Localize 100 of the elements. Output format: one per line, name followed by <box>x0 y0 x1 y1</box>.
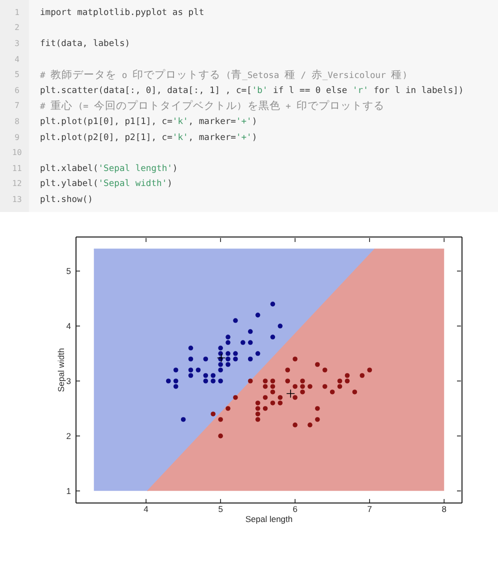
point <box>262 406 268 411</box>
text: plt.ylabel('Sepal width') <box>40 178 172 192</box>
point <box>210 373 216 378</box>
text: # 重心 (= 今回のプロトタイプベクトル) を黒色 + 印でプロットする <box>40 99 384 114</box>
point <box>218 351 223 356</box>
point <box>292 395 298 400</box>
y-axis-title: Sepal width <box>56 348 66 392</box>
x-tick-label: 7 <box>367 504 372 514</box>
point <box>233 395 238 400</box>
point <box>278 395 283 400</box>
text: plt.scatter(data[:, 0], data[:, 1] , c=['b' if l == 0 else 'r' for l in labels]) <box>40 84 464 98</box>
point <box>233 356 238 362</box>
point <box>255 412 260 416</box>
point <box>270 400 276 406</box>
point <box>218 362 223 367</box>
point <box>344 373 350 378</box>
text: plt.xlabel('Sepal length') <box>40 162 178 176</box>
point <box>255 351 260 356</box>
point <box>292 384 298 389</box>
point <box>285 368 290 372</box>
text: # 教師データを o 印でプロットする (青_Setosa 種 / 赤_Versicolour 種) <box>40 69 408 82</box>
point <box>226 362 230 367</box>
point <box>218 378 223 384</box>
point <box>278 400 283 406</box>
text: 13 <box>11 194 23 206</box>
point <box>203 373 208 378</box>
point <box>226 351 230 356</box>
text: fit(data, labels) <box>40 38 130 51</box>
point <box>218 417 223 422</box>
text: 8 <box>14 116 20 128</box>
point <box>226 334 230 340</box>
text: 5 <box>14 69 20 82</box>
point <box>360 373 365 378</box>
text: 9 <box>14 132 20 144</box>
text: plt.plot(p2[0], p2[1], c='k', marker='+') <box>40 132 258 145</box>
point <box>300 384 305 389</box>
point <box>315 362 320 367</box>
x-tick-label: 8 <box>442 504 447 514</box>
text: import matplotlib.pyplot as plt <box>40 6 204 20</box>
text: plt.plot(p1[0], p1[1], c='k', marker='+') <box>40 116 258 129</box>
point <box>352 390 358 394</box>
point <box>292 422 298 428</box>
point <box>166 378 171 384</box>
point <box>322 368 328 372</box>
point <box>262 384 268 389</box>
point <box>270 390 276 394</box>
point <box>248 329 253 334</box>
point <box>270 378 276 384</box>
point <box>226 340 230 345</box>
point <box>188 346 194 350</box>
y-tick-label: 5 <box>66 266 72 276</box>
point <box>255 417 260 422</box>
point <box>226 356 230 362</box>
point <box>188 368 194 372</box>
y-tick-label: 4 <box>66 321 72 332</box>
point <box>330 390 335 394</box>
point <box>203 378 208 384</box>
point <box>240 340 246 345</box>
point <box>286 389 296 398</box>
point <box>292 356 298 362</box>
text: 10 <box>11 147 23 160</box>
point <box>337 384 342 389</box>
y-tick-label: 1 <box>66 486 72 496</box>
point <box>226 406 230 411</box>
point <box>218 434 223 438</box>
text: 1 <box>14 6 20 19</box>
text: plt.show() <box>40 194 93 207</box>
point <box>255 400 260 406</box>
point <box>262 378 268 384</box>
point <box>218 368 223 372</box>
point <box>300 390 305 394</box>
point <box>173 384 178 389</box>
point <box>255 406 260 411</box>
point <box>270 302 276 306</box>
point <box>216 354 226 362</box>
point <box>262 395 268 400</box>
point <box>180 417 186 422</box>
point <box>203 356 208 362</box>
x-tick-label: 6 <box>292 504 298 514</box>
point <box>188 356 194 362</box>
point <box>210 412 216 416</box>
x-axis-title: Sepal length <box>245 514 293 524</box>
x-tick-label: 5 <box>218 504 224 514</box>
point <box>173 368 178 372</box>
point <box>270 334 276 340</box>
point <box>300 378 305 384</box>
point <box>248 340 253 345</box>
point <box>308 422 312 428</box>
point <box>315 406 320 411</box>
point <box>344 378 350 384</box>
point <box>173 378 178 384</box>
text: 6 <box>14 84 20 97</box>
point <box>210 378 216 384</box>
point <box>255 312 260 318</box>
point <box>315 417 320 422</box>
point <box>322 384 328 389</box>
y-tick-label: 3 <box>66 376 72 386</box>
point <box>248 356 253 362</box>
point <box>188 373 194 378</box>
point <box>367 368 372 372</box>
